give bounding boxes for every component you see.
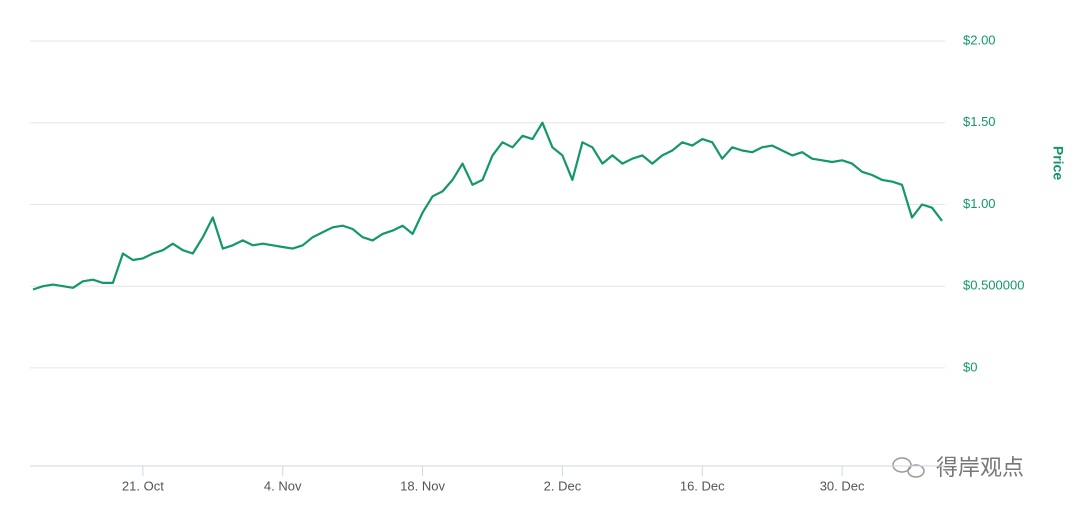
x-tick-label: 30. Dec bbox=[820, 478, 865, 493]
x-tick-label: 16. Dec bbox=[680, 478, 725, 493]
y-tick-label: $0.500000 bbox=[963, 278, 1024, 293]
x-tick-label: 18. Nov bbox=[400, 478, 445, 493]
price-line bbox=[32, 121, 943, 291]
watermark: 得岸观点 bbox=[936, 455, 1024, 480]
y-tick-label: $0 bbox=[963, 359, 977, 374]
x-tick-label: 21. Oct bbox=[122, 478, 164, 493]
x-tick-label: 2. Dec bbox=[544, 478, 582, 493]
y-tick-label: $1.00 bbox=[963, 196, 996, 211]
y-tick-label: $1.50 bbox=[963, 114, 996, 129]
y-tick-label: $2.00 bbox=[963, 32, 996, 47]
x-tick-label: 4. Nov bbox=[264, 478, 302, 493]
watermark-icon bbox=[892, 457, 925, 478]
y-axis-title: Price bbox=[1050, 146, 1066, 180]
